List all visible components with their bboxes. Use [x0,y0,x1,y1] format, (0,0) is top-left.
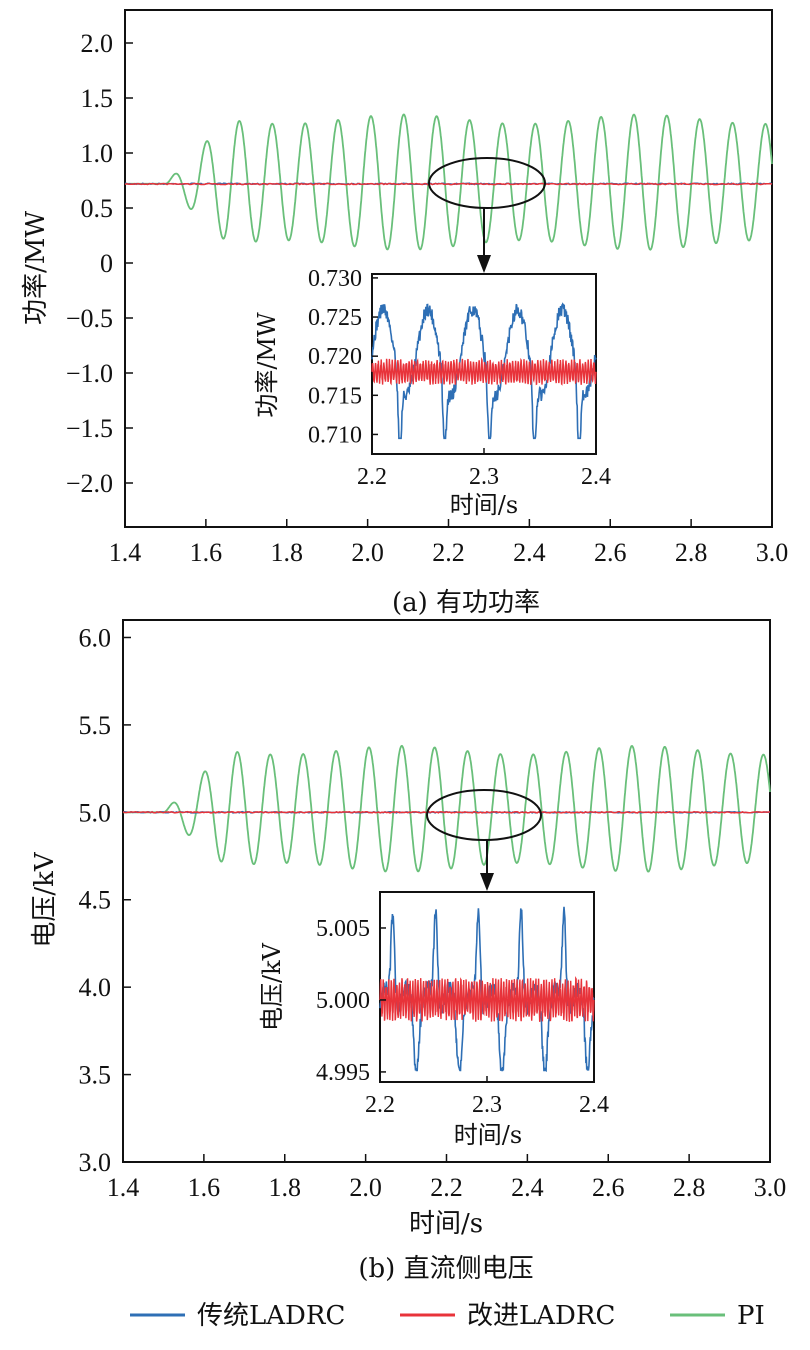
panel-a-inset-ticks: 2.2 2.3 2.4 0.730 0.725 0.720 0.715 0.710 [308,266,611,490]
panel-a-ytick-label: −1.5 [66,414,113,443]
panel-b-xtick-label: 2.4 [511,1173,544,1202]
panel-b-xtick-label: 1.4 [107,1173,140,1202]
panel-b-inset-xtick-label: 2.4 [579,1092,609,1118]
panel-b-series [122,744,771,873]
series-pi-line [125,113,773,251]
panel-a-ytick-label: 0.5 [81,194,114,223]
legend: 传统LADRC 改进LADRC PI [130,1301,765,1331]
panel-a-ytick-label: −1.0 [66,359,113,388]
inset-series-traditional-line [371,302,597,440]
panel-a-caption: (a) 有功功率 [392,588,540,618]
panel-a-inset-xtick-label: 2.3 [469,464,499,490]
panel-b-xtick-label: 2.2 [430,1173,463,1202]
panel-a-xtick-label: 1.8 [271,538,304,567]
series-improved-line [124,182,773,186]
panel-a-zoom-arrowhead [477,255,491,273]
panel-a-ytick-label: 1.5 [81,84,114,113]
panel-a-ytick-label: 0 [100,249,113,278]
panel-a-zoom-ellipse [428,157,546,209]
panel-b-inset-ytick-label: 4.995 [316,1060,370,1086]
panel-b-zoom-ellipse [426,789,542,841]
legend-label-pi: PI [737,1301,765,1331]
panel-a-inset-ylabel: 功率/MW [253,312,281,418]
panel-a-xtick-label: 1.6 [190,538,223,567]
panel-b-xlabel: 时间/s [409,1209,483,1239]
panel-a-ytick-label: 1.0 [81,139,114,168]
panel-b-xtick-label: 1.6 [188,1173,221,1202]
panel-a-ylabel: 功率/MW [21,211,51,325]
inset-series-improved-line [379,975,595,1022]
panel-b-inset-ylabel: 电压/kV [258,942,286,1031]
panel-b-xtick-label: 2.8 [673,1173,706,1202]
panel-a-ytick-label: −2.0 [66,469,113,498]
panel-b-ytick-label: 5.5 [79,711,112,740]
panel-a-inset-ytick-label: 0.730 [308,266,362,292]
panel-b: 1.4 1.6 1.8 2.0 2.2 2.4 2.6 2.8 3.0 6.0 5.5 5.0 4.5 4… [30,619,787,1284]
panel-b-inset-xtick-label: 2.2 [365,1092,395,1118]
panel-b-xtick-label: 1.8 [269,1173,302,1202]
panel-a-ytick-label: 2.0 [81,29,114,58]
panel-b-xtick-label: 2.6 [592,1173,625,1202]
panel-a-inset-ytick-label: 0.725 [308,305,362,331]
panel-a-inset-ytick-label: 0.715 [308,383,362,409]
panel-a-inset: 2.2 2.3 2.4 0.730 0.725 0.720 0.715 0.710 功率/MW… [253,266,611,519]
panel-a-inset-series [371,302,597,440]
panel-b-inset: 2.2 2.3 2.4 5.005 5.000 4.995 电压/kV 时间/s [258,891,609,1149]
panel-b-inset-ticks: 2.2 2.3 2.4 5.005 5.000 4.995 [316,916,609,1118]
panel-a-xtick-label: 2.8 [675,538,708,567]
series-pi-line [123,744,771,873]
panel-b-ytick-label: 3.0 [79,1148,112,1177]
legend-label-improved: 改进LADRC [467,1301,615,1331]
panel-a-series [124,113,773,251]
panel-b-xtick-label: 3.0 [754,1173,787,1202]
panel-a-inset-ytick-label: 0.720 [308,344,362,370]
panel-a-inset-ytick-label: 0.710 [308,422,362,448]
panel-a-xtick-label: 2.0 [351,538,384,567]
panel-a-inset-xtick-label: 2.4 [581,464,611,490]
panel-a-inset-xlabel: 时间/s [450,491,518,519]
panel-b-ytick-label: 5.0 [79,798,112,827]
panel-b-inset-xlabel: 时间/s [454,1121,522,1149]
panel-b-inset-series [379,906,595,1073]
panel-a-xtick-label: 3.0 [756,538,789,567]
panel-b-ytick-label: 6.0 [79,623,112,652]
panel-a-xtick-label: 2.6 [594,538,627,567]
panel-b-ylabel: 电压/kV [30,851,60,948]
panel-b-caption: (b) 直流侧电压 [358,1254,533,1284]
panel-b-ytick-label: 3.5 [79,1061,112,1090]
inset-series-improved-line [371,356,597,386]
panel-a-inset-xtick-label: 2.2 [357,464,387,490]
panel-a: 1.4 1.6 1.8 2.0 2.2 2.4 2.6 2.8 3.0 2.0 1.5 1.0 0.5 0… [21,9,788,618]
panel-b-ytick-label: 4.0 [79,973,112,1002]
panel-a-ticks: 1.4 1.6 1.8 2.0 2.2 2.4 2.6 2.8 3.0 2.0 1.5 1.0 0.5 0… [66,29,788,567]
panel-b-zoom-arrowhead [480,873,494,891]
panel-a-xtick-label: 1.4 [109,538,142,567]
panel-b-ytick-label: 4.5 [79,886,112,915]
panel-b-inset-ytick-label: 5.005 [316,916,370,942]
panel-b-xtick-label: 2.0 [349,1173,382,1202]
panel-a-xtick-label: 2.2 [432,538,465,567]
panel-a-ytick-label: −0.5 [66,304,113,333]
panel-a-xtick-label: 2.4 [513,538,546,567]
panel-b-ticks: 1.4 1.6 1.8 2.0 2.2 2.4 2.6 2.8 3.0 6.0 5.5 5.0 4.5 4… [79,623,787,1202]
panel-b-inset-xtick-label: 2.3 [472,1092,502,1118]
series-improved-line [122,810,771,814]
panel-b-inset-ytick-label: 5.000 [316,988,370,1014]
legend-label-traditional: 传统LADRC [197,1301,345,1331]
